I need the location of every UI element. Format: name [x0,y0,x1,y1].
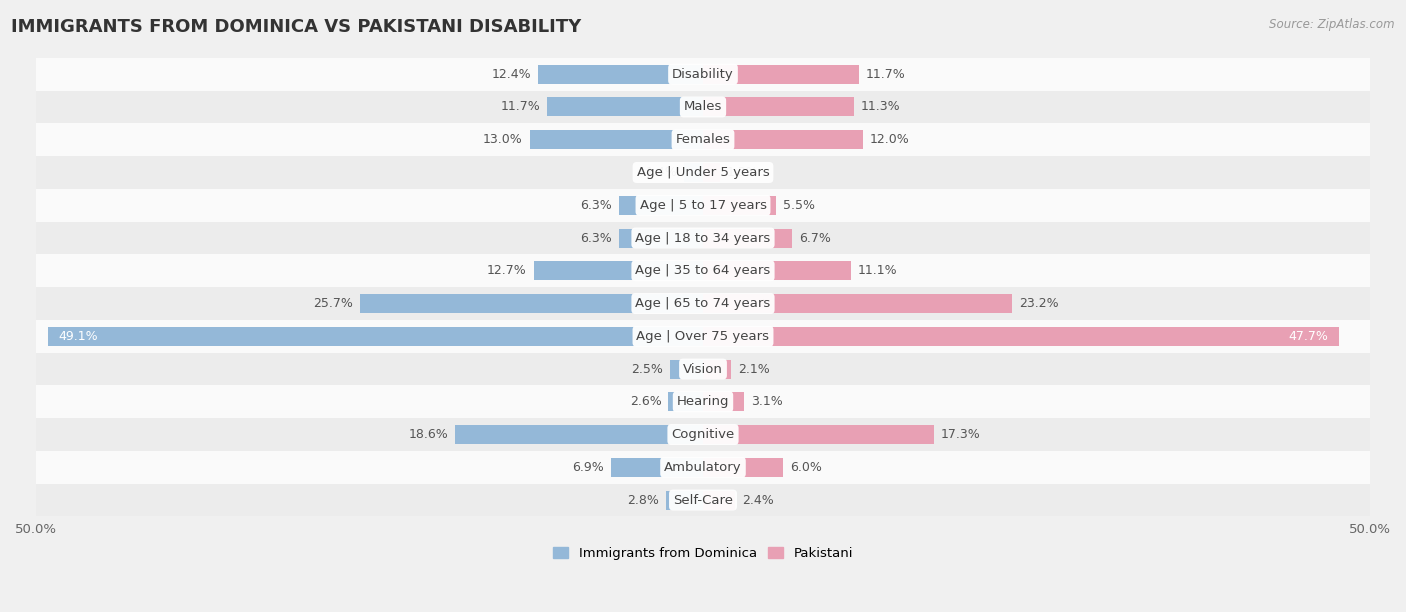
Text: 11.7%: 11.7% [866,68,905,81]
Text: Ambulatory: Ambulatory [664,461,742,474]
Text: Cognitive: Cognitive [672,428,734,441]
Text: Males: Males [683,100,723,113]
Bar [703,392,744,411]
Bar [530,130,703,149]
Bar [360,294,703,313]
Text: 6.7%: 6.7% [799,231,831,245]
Bar [456,425,703,444]
Text: 49.1%: 49.1% [59,330,98,343]
Bar [37,91,1369,124]
Bar [703,261,851,280]
Bar [669,359,703,379]
Bar [37,58,1369,91]
Text: 2.6%: 2.6% [630,395,662,408]
Text: 1.4%: 1.4% [645,166,678,179]
Bar [703,327,1340,346]
Text: IMMIGRANTS FROM DOMINICA VS PAKISTANI DISABILITY: IMMIGRANTS FROM DOMINICA VS PAKISTANI DI… [11,18,582,36]
Bar [37,451,1369,483]
Legend: Immigrants from Dominica, Pakistani: Immigrants from Dominica, Pakistani [547,541,859,565]
Text: Age | 5 to 17 years: Age | 5 to 17 years [640,199,766,212]
Bar [37,320,1369,353]
Bar [537,65,703,84]
Bar [685,163,703,182]
Text: 2.4%: 2.4% [742,493,773,507]
Text: 11.1%: 11.1% [858,264,897,277]
Text: Age | 35 to 64 years: Age | 35 to 64 years [636,264,770,277]
Text: 25.7%: 25.7% [314,297,353,310]
Text: 12.4%: 12.4% [491,68,531,81]
Text: 12.7%: 12.7% [486,264,527,277]
Bar [703,491,735,510]
Bar [668,392,703,411]
Bar [37,418,1369,451]
Text: 1.3%: 1.3% [727,166,759,179]
Bar [37,287,1369,320]
Text: 17.3%: 17.3% [941,428,980,441]
Text: 12.0%: 12.0% [870,133,910,146]
Bar [37,189,1369,222]
Text: 5.5%: 5.5% [783,199,815,212]
Bar [703,163,720,182]
Text: 11.3%: 11.3% [860,100,900,113]
Bar [37,255,1369,287]
Text: 23.2%: 23.2% [1019,297,1059,310]
Text: 3.1%: 3.1% [751,395,783,408]
Text: 47.7%: 47.7% [1289,330,1329,343]
Bar [48,327,703,346]
Bar [703,196,776,215]
Bar [665,491,703,510]
Bar [37,483,1369,517]
Bar [703,458,783,477]
Bar [37,222,1369,255]
Text: 13.0%: 13.0% [484,133,523,146]
Text: Disability: Disability [672,68,734,81]
Text: Age | Under 5 years: Age | Under 5 years [637,166,769,179]
Bar [37,124,1369,156]
Text: Vision: Vision [683,362,723,376]
Text: 2.5%: 2.5% [631,362,664,376]
Bar [619,196,703,215]
Text: 6.3%: 6.3% [581,199,612,212]
Text: Females: Females [675,133,731,146]
Text: 6.9%: 6.9% [572,461,605,474]
Bar [703,359,731,379]
Bar [703,228,793,247]
Text: 18.6%: 18.6% [409,428,449,441]
Text: 11.7%: 11.7% [501,100,540,113]
Text: 2.8%: 2.8% [627,493,659,507]
Bar [612,458,703,477]
Text: Age | 65 to 74 years: Age | 65 to 74 years [636,297,770,310]
Bar [547,97,703,116]
Bar [703,65,859,84]
Bar [534,261,703,280]
Bar [703,294,1012,313]
Bar [37,156,1369,189]
Bar [703,130,863,149]
Text: Self-Care: Self-Care [673,493,733,507]
Bar [619,228,703,247]
Bar [703,97,853,116]
Bar [37,353,1369,386]
Text: 6.3%: 6.3% [581,231,612,245]
Text: Source: ZipAtlas.com: Source: ZipAtlas.com [1270,18,1395,31]
Text: Hearing: Hearing [676,395,730,408]
Text: 2.1%: 2.1% [738,362,769,376]
Text: Age | Over 75 years: Age | Over 75 years [637,330,769,343]
Text: Age | 18 to 34 years: Age | 18 to 34 years [636,231,770,245]
Bar [37,386,1369,418]
Text: 6.0%: 6.0% [790,461,821,474]
Bar [703,425,934,444]
